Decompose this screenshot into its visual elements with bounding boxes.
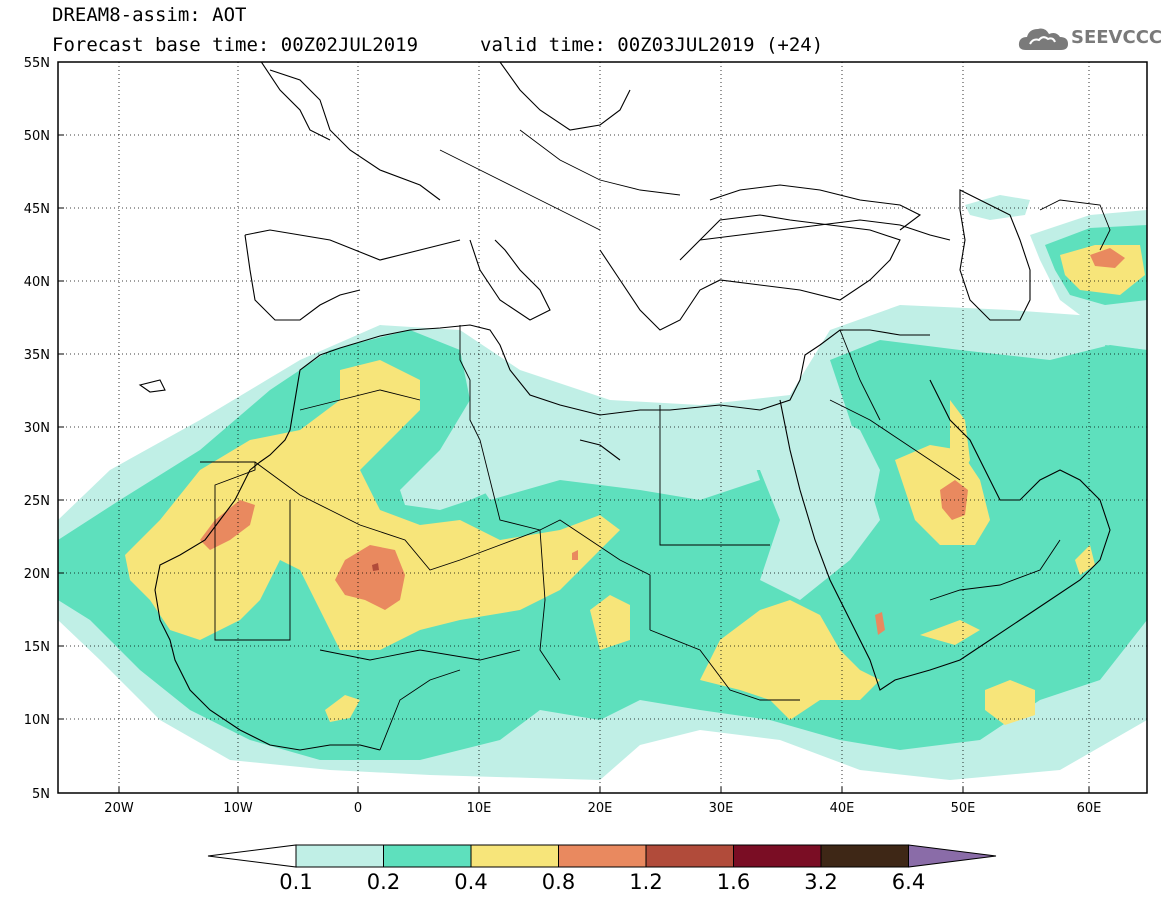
gridlines [58, 62, 1147, 793]
colorbar-label: 0.2 [366, 870, 401, 894]
lat-label: 40N [24, 275, 50, 290]
lat-label: 55N [24, 56, 50, 71]
aot-field [58, 195, 1147, 780]
coast-balkans-turkey [599, 214, 901, 331]
border-west-africa-inner [379, 669, 461, 751]
colorbar-label: 1.2 [629, 870, 663, 894]
colorbar-swatch [470, 844, 559, 868]
aot-band-0-4 [125, 245, 1145, 725]
lon-label: 50E [951, 801, 976, 816]
colorbar-swatch [645, 844, 734, 868]
aot-band-1-2 [372, 563, 379, 571]
border-sahel [319, 649, 521, 661]
aot-band-0-1-inner [400, 410, 880, 540]
axis-ticks [58, 61, 1090, 794]
colorbar-label: 0.1 [279, 870, 313, 894]
longitude-labels: 20W 10W 0 10E 20E 30E 40E 50E 60E [104, 801, 1101, 816]
border-iraq-jordan [839, 329, 881, 421]
coast-caspian [959, 189, 1031, 321]
lat-label: 25N [24, 494, 50, 509]
colorbar-swatch [295, 844, 384, 868]
lon-label: 40E [830, 801, 855, 816]
border-saudi-yemen [929, 539, 1061, 601]
colorbar-swatch-under [207, 844, 297, 868]
coast-north-africa [249, 324, 930, 471]
colorbar-label: 0.8 [541, 870, 576, 894]
lat-label: 45N [24, 202, 50, 217]
lon-label: 10W [223, 801, 253, 816]
coast-uk [260, 62, 331, 141]
border-central-asia [1039, 199, 1111, 251]
lat-label: 15N [24, 640, 50, 655]
coast-baltic [499, 62, 631, 131]
lat-label: 30N [24, 421, 50, 436]
colorbar-label: 0.4 [454, 870, 488, 894]
coast-france [269, 69, 441, 201]
colorbar-swatch-over [908, 844, 997, 868]
border-mauritania-mali [214, 462, 291, 641]
colorbar-swatch [383, 844, 472, 868]
valid-time: valid time: 00Z03JUL2019 (+24) [480, 34, 824, 56]
border-morocco-algeria [299, 389, 421, 411]
lat-label: 35N [24, 348, 50, 363]
forecast-base-time: Forecast base time: 00Z02JUL2019 [52, 34, 419, 56]
lon-label: 60E [1077, 801, 1102, 816]
border-central-europe [519, 129, 681, 196]
coast-iberia [244, 229, 461, 261]
colorbar-label: 1.6 [716, 870, 751, 894]
lat-label: 10N [24, 713, 50, 728]
coast-gulf-sidra [579, 439, 621, 461]
lat-label: 5N [32, 787, 50, 802]
border-alps-balkans [439, 149, 601, 231]
border-niger-chad [539, 529, 561, 681]
lon-label: 20E [588, 801, 613, 816]
coastlines [138, 62, 1111, 751]
colorbar-label: 3.2 [804, 870, 838, 894]
coast-italy [469, 239, 551, 321]
coast-black-sea-south [699, 219, 951, 241]
aot-band-0-8 [200, 248, 1125, 635]
latitude-labels: 55N 50N 45N 40N 35N 30N 25N 20N 15N 10N … [24, 56, 50, 802]
coast-iberia-south [244, 234, 361, 321]
lon-label: 20W [104, 801, 134, 816]
colorbar-swatch [820, 844, 909, 868]
coast-black-sea-north [709, 184, 922, 231]
coast-west-africa [154, 469, 381, 751]
colorbar-swatch [558, 844, 647, 868]
lon-label: 0 [354, 801, 362, 816]
logo-text: SEEVCCC [1071, 27, 1163, 48]
border-saudi-north [829, 399, 961, 481]
border-libya-egypt-sudan [659, 405, 770, 546]
colorbar [207, 844, 997, 868]
cloud-logo-icon [1018, 28, 1068, 50]
lat-label: 50N [24, 129, 50, 144]
border-chad-sudan [649, 629, 800, 701]
lon-label: 10E [467, 801, 492, 816]
border-algeria-libya [459, 325, 541, 531]
seevccc-logo: SEEVCCC [1018, 22, 1162, 56]
lat-label: 20N [24, 567, 50, 582]
coast-arabia [779, 379, 1111, 691]
coast-madeira [138, 379, 166, 393]
colorbar-label: 6.4 [891, 870, 926, 894]
map-title: DREAM8-assim: AOT [52, 4, 247, 26]
colorbar-swatch [733, 844, 822, 868]
lon-label: 30E [709, 801, 734, 816]
